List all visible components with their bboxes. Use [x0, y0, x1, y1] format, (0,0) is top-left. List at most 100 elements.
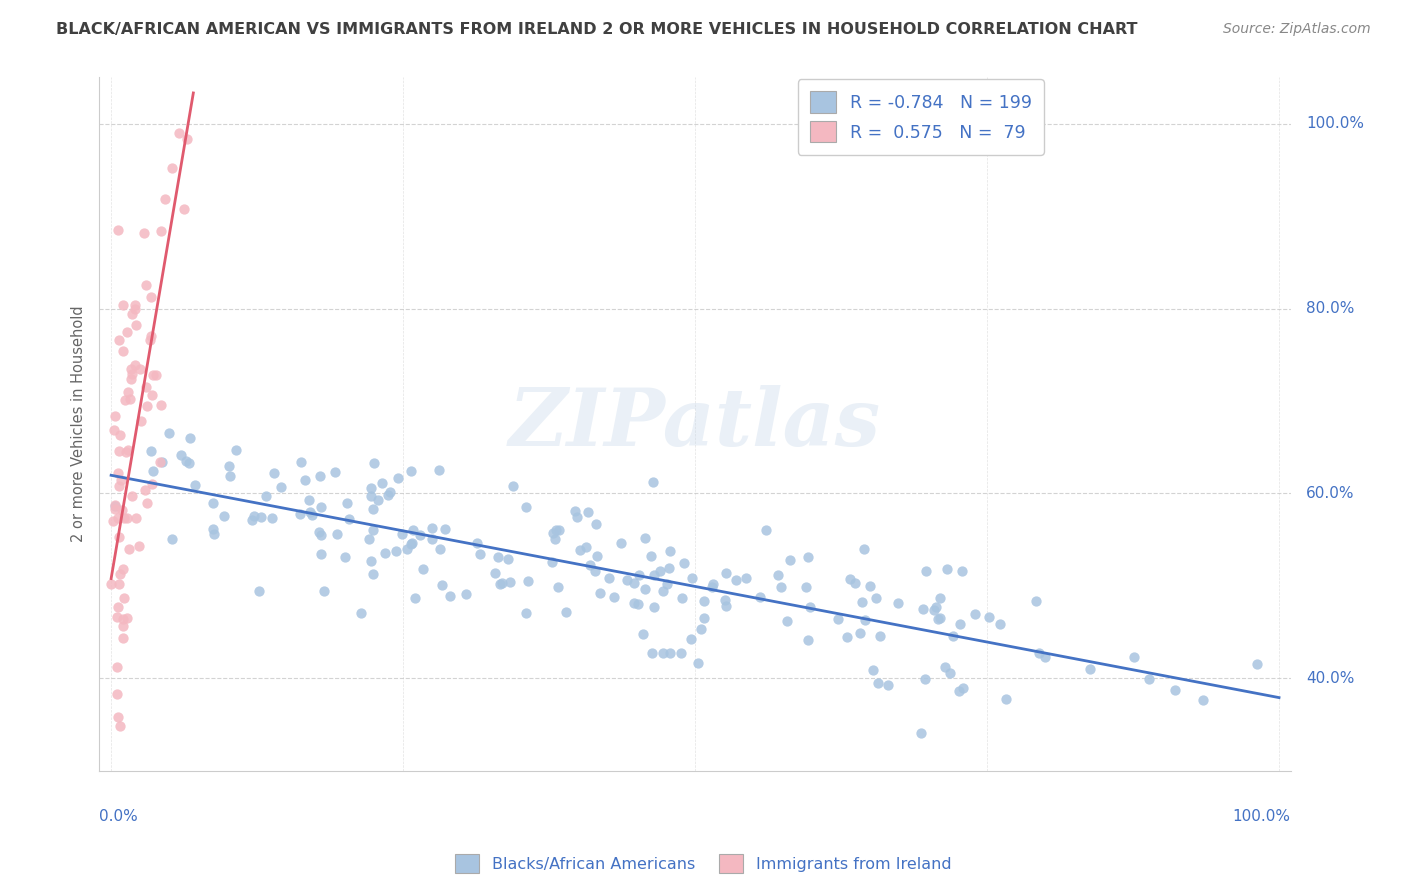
Point: [779, 553, 801, 567]
Point: [363, 524, 385, 538]
Point: [157, 425, 180, 440]
Point: [114, 445, 136, 459]
Point: [141, 444, 163, 458]
Point: [298, 505, 321, 519]
Point: [585, 516, 607, 531]
Point: [877, 678, 900, 692]
Point: [301, 508, 323, 523]
Point: [576, 505, 599, 519]
Point: [648, 564, 671, 578]
Point: [427, 463, 450, 477]
Point: [1078, 661, 1101, 675]
Point: [110, 473, 132, 487]
Point: [844, 575, 866, 590]
Point: [797, 633, 820, 648]
Point: [294, 473, 316, 487]
Point: [420, 532, 443, 546]
Point: [105, 610, 128, 624]
Text: Source: ZipAtlas.com: Source: ZipAtlas.com: [1223, 22, 1371, 37]
Point: [107, 599, 129, 614]
Point: [547, 580, 569, 594]
Point: [671, 591, 693, 605]
Point: [201, 496, 224, 510]
Point: [360, 553, 382, 567]
Point: [679, 632, 702, 646]
Point: [112, 343, 135, 358]
Point: [139, 328, 162, 343]
Point: [934, 660, 956, 674]
Point: [1191, 692, 1213, 706]
Point: [952, 681, 974, 695]
Point: [134, 380, 156, 394]
Point: [589, 585, 612, 599]
Point: [308, 525, 330, 540]
Point: [323, 465, 346, 479]
Point: [142, 464, 165, 478]
Point: [1123, 649, 1146, 664]
Point: [170, 448, 193, 462]
Point: [434, 522, 457, 536]
Point: [776, 614, 799, 628]
Point: [371, 476, 394, 491]
Point: [658, 646, 681, 660]
Point: [602, 590, 624, 604]
Point: [134, 483, 156, 497]
Point: [910, 726, 932, 740]
Point: [1163, 683, 1185, 698]
Point: [673, 556, 696, 570]
Point: [118, 392, 141, 407]
Point: [121, 367, 143, 381]
Point: [640, 549, 662, 563]
Point: [688, 656, 710, 670]
Point: [422, 520, 444, 534]
Point: [124, 359, 146, 373]
Point: [925, 600, 948, 615]
Point: [173, 202, 195, 216]
Point: [160, 161, 183, 176]
Point: [104, 409, 127, 423]
Point: [714, 599, 737, 614]
Point: [849, 626, 872, 640]
Point: [150, 224, 173, 238]
Point: [108, 333, 131, 347]
Point: [150, 455, 173, 469]
Point: [409, 527, 432, 541]
Point: [1137, 673, 1160, 687]
Point: [103, 773, 125, 788]
Point: [465, 536, 488, 550]
Legend: R = -0.784   N = 199, R =  0.575   N =  79: R = -0.784 N = 199, R = 0.575 N = 79: [797, 79, 1043, 154]
Point: [309, 528, 332, 542]
Point: [384, 544, 406, 558]
Point: [111, 631, 134, 645]
Point: [350, 606, 373, 620]
Point: [928, 611, 950, 625]
Point: [748, 590, 770, 604]
Point: [911, 602, 934, 616]
Point: [401, 535, 423, 549]
Point: [107, 466, 129, 480]
Point: [377, 488, 399, 502]
Point: [623, 596, 645, 610]
Point: [378, 485, 401, 500]
Point: [948, 684, 970, 698]
Point: [131, 413, 153, 427]
Point: [631, 626, 654, 640]
Point: [179, 431, 201, 445]
Point: [865, 591, 887, 605]
Point: [112, 591, 135, 606]
Point: [429, 542, 451, 557]
Point: [869, 629, 891, 643]
Point: [555, 605, 578, 619]
Point: [107, 223, 129, 237]
Point: [103, 423, 125, 437]
Point: [142, 368, 165, 382]
Point: [565, 509, 588, 524]
Point: [634, 531, 657, 545]
Point: [499, 575, 522, 590]
Point: [100, 577, 122, 591]
Point: [669, 646, 692, 660]
Point: [110, 503, 132, 517]
Point: [936, 562, 959, 576]
Point: [643, 567, 665, 582]
Point: [337, 512, 360, 526]
